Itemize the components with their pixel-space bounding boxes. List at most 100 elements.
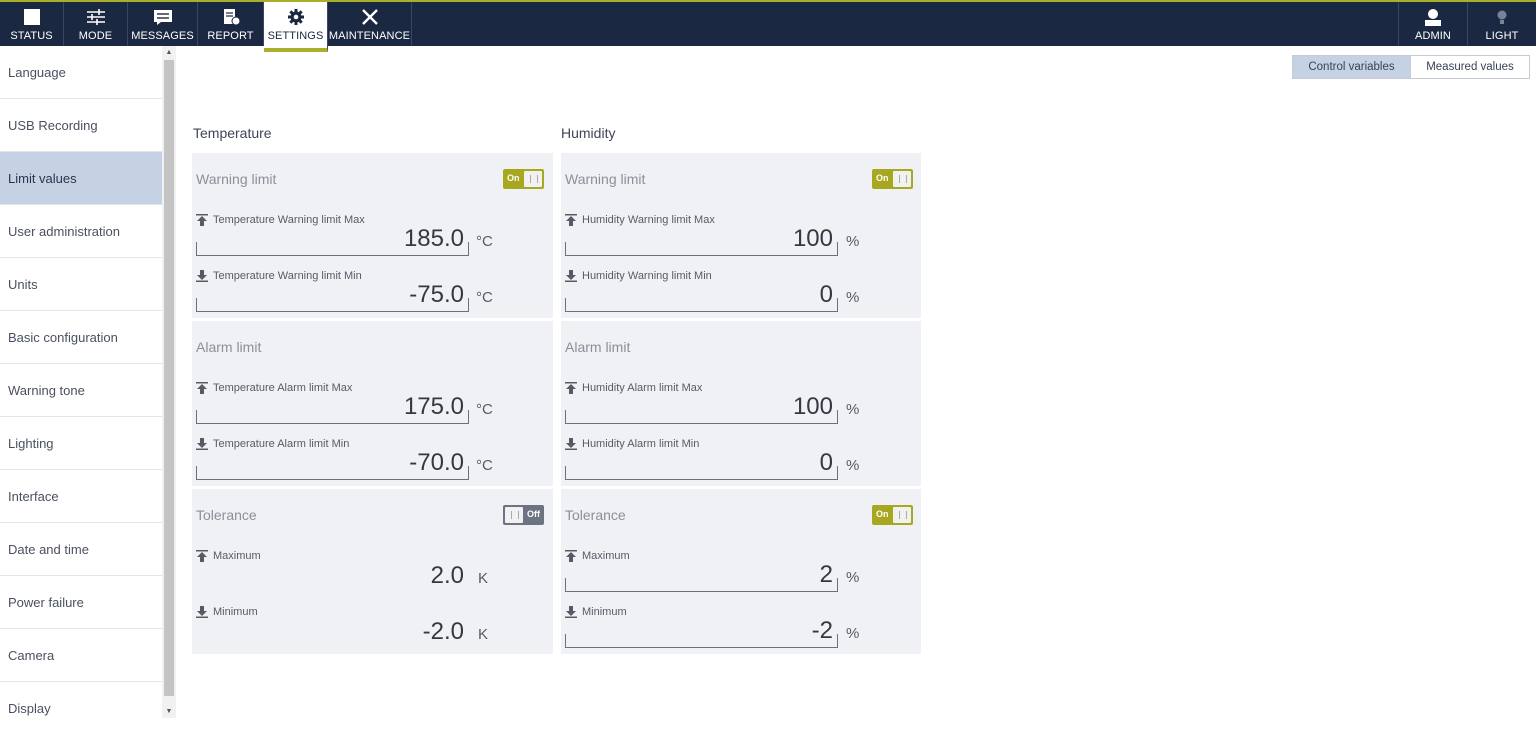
nav-mode-label: MODE xyxy=(78,30,113,42)
nav-messages-button[interactable]: MESSAGES xyxy=(128,2,198,46)
humidity-warning-min-input[interactable] xyxy=(565,298,838,312)
humidity-tolerance-max-input[interactable] xyxy=(565,578,838,592)
field-label-text: Maximum xyxy=(582,550,630,562)
temperature-alarm-panel: Alarm limit Temperature Alarm limit Max … xyxy=(192,321,553,486)
unit-label: °C xyxy=(476,401,493,418)
toggle-text: On xyxy=(876,509,889,519)
sidebar-scrollbar-thumb[interactable] xyxy=(164,60,174,696)
temperature-warning-max-input[interactable] xyxy=(196,242,469,256)
toggle-knob xyxy=(893,507,911,523)
humidity-alarm-panel: Alarm limit Humidity Alarm limit Max 100… xyxy=(561,321,921,486)
field-label-text: Minimum xyxy=(213,606,258,618)
field-label-text: Humidity Alarm limit Min xyxy=(582,438,700,450)
nav-maintenance-button[interactable]: MAINTENANCE xyxy=(328,2,412,46)
humidity-warning-max-input[interactable] xyxy=(565,242,838,256)
sidebar-item-user-administration[interactable]: User administration xyxy=(0,205,162,258)
nav-settings-button[interactable]: SETTINGS xyxy=(264,2,328,52)
nav-status-label: STATUS xyxy=(10,30,53,42)
measured-values-tab[interactable]: Measured values xyxy=(1410,55,1530,79)
sidebar-item-label: Power failure xyxy=(8,594,84,610)
sidebar-item-camera[interactable]: Camera xyxy=(0,629,162,682)
arrow-down-icon xyxy=(565,270,577,282)
sidebar-item-label: Lighting xyxy=(8,435,54,451)
arrow-down-icon xyxy=(196,606,208,618)
sidebar-item-label: Date and time xyxy=(8,541,89,557)
measured-values-label: Measured values xyxy=(1426,61,1514,73)
temperature-tolerance-min-label: Minimum xyxy=(196,606,258,618)
temperature-warning-max-value: 185.0 xyxy=(403,225,464,252)
toggle-text: On xyxy=(507,173,520,183)
temperature-warning-min-label: Temperature Warning limit Min xyxy=(196,270,362,282)
humidity-warning-toggle[interactable]: On xyxy=(872,169,913,189)
humidity-alarm-min-input[interactable] xyxy=(565,466,838,480)
humidity-section-title: Humidity xyxy=(561,125,616,141)
temperature-section-title: Temperature xyxy=(193,125,272,141)
humidity-tolerance-min-input[interactable] xyxy=(565,634,838,648)
temperature-warning-min-input[interactable] xyxy=(196,298,469,312)
sidebar-item-interface[interactable]: Interface xyxy=(0,470,162,523)
sidebar-item-label: Language xyxy=(8,64,66,80)
sidebar-item-label: USB Recording xyxy=(8,117,98,133)
panel-title: Alarm limit xyxy=(565,339,631,355)
sidebar-item-basic-configuration[interactable]: Basic configuration xyxy=(0,311,162,364)
light-button[interactable]: LIGHT xyxy=(1468,2,1536,46)
unit-label: % xyxy=(846,625,860,642)
temperature-alarm-max-value: 175.0 xyxy=(403,393,464,420)
humidity-tolerance-toggle[interactable]: On xyxy=(872,505,913,525)
field-label-text: Temperature Alarm limit Max xyxy=(213,382,353,394)
sidebar-item-label: Basic configuration xyxy=(8,329,118,345)
temperature-alarm-min-input[interactable] xyxy=(196,466,469,480)
arrow-up-icon xyxy=(565,550,577,562)
arrow-down-icon xyxy=(196,270,208,282)
sidebar-item-usb-recording[interactable]: USB Recording xyxy=(0,99,162,152)
unit-label: % xyxy=(846,457,860,474)
temperature-warning-panel: Warning limit On Temperature Warning lim… xyxy=(192,153,553,318)
nav-status-button[interactable]: STATUS xyxy=(0,2,64,46)
nav-mode-button[interactable]: MODE xyxy=(64,2,128,46)
field-label-text: Temperature Warning limit Min xyxy=(213,270,362,282)
unit-label: K xyxy=(478,626,489,643)
humidity-warning-min-value: 0 xyxy=(819,281,833,308)
sidebar-item-warning-tone[interactable]: Warning tone xyxy=(0,364,162,417)
toggle-knob xyxy=(505,507,523,523)
humidity-alarm-max-input[interactable] xyxy=(565,410,838,424)
sidebar-item-power-failure[interactable]: Power failure xyxy=(0,576,162,629)
field-label-text: Humidity Warning limit Max xyxy=(582,214,715,226)
report-icon xyxy=(221,6,241,28)
panel-title: Warning limit xyxy=(196,171,277,187)
user-label: ADMIN xyxy=(1415,30,1451,42)
humidity-alarm-min-label: Humidity Alarm limit Min xyxy=(565,438,699,450)
arrow-up-icon xyxy=(196,550,208,562)
sidebar-item-lighting[interactable]: Lighting xyxy=(0,417,162,470)
temperature-tolerance-panel: Tolerance Off Maximum 2.0 K Minimum -2.0… xyxy=(192,489,553,654)
settings-sidebar: Language USB Recording Limit values User… xyxy=(0,46,162,718)
temperature-alarm-max-input[interactable] xyxy=(196,410,469,424)
nav-settings-label: SETTINGS xyxy=(267,30,324,42)
sidebar-item-limit-values[interactable]: Limit values xyxy=(0,152,162,205)
field-label-text: Humidity Warning limit Min xyxy=(582,270,712,282)
field-label-text: Humidity Alarm limit Max xyxy=(582,382,703,394)
humidity-alarm-max-value: 100 xyxy=(792,393,833,420)
toggle-knob xyxy=(893,171,911,187)
sidebar-item-units[interactable]: Units xyxy=(0,258,162,311)
panel-title: Warning limit xyxy=(565,171,646,187)
scroll-down-icon[interactable]: ▼ xyxy=(165,708,173,715)
nav-report-button[interactable]: REPORT xyxy=(198,2,264,46)
temperature-tolerance-toggle[interactable]: Off xyxy=(503,505,544,525)
unit-label: % xyxy=(846,233,860,250)
sidebar-item-label: Warning tone xyxy=(8,382,85,398)
sidebar-item-language[interactable]: Language xyxy=(0,46,162,99)
user-button[interactable]: ADMIN xyxy=(1398,2,1468,46)
sidebar-item-date-and-time[interactable]: Date and time xyxy=(0,523,162,576)
humidity-warning-max-label: Humidity Warning limit Max xyxy=(565,214,715,226)
top-navigation-bar: STATUS MODE MESSAGES REPORT xyxy=(0,0,1536,52)
humidity-tolerance-panel: Tolerance On Maximum 2 % Minimum -2 % xyxy=(561,489,921,654)
temperature-warning-toggle[interactable]: On xyxy=(503,169,544,189)
nav-messages-label: MESSAGES xyxy=(131,30,194,42)
temperature-tolerance-max-value: 2.0 xyxy=(430,562,464,589)
scroll-up-icon[interactable]: ▲ xyxy=(165,49,173,56)
arrow-up-icon xyxy=(196,214,208,226)
arrow-up-icon xyxy=(565,382,577,394)
sidebar-item-display[interactable]: Display xyxy=(0,682,162,735)
control-variables-tab[interactable]: Control variables xyxy=(1292,55,1411,79)
